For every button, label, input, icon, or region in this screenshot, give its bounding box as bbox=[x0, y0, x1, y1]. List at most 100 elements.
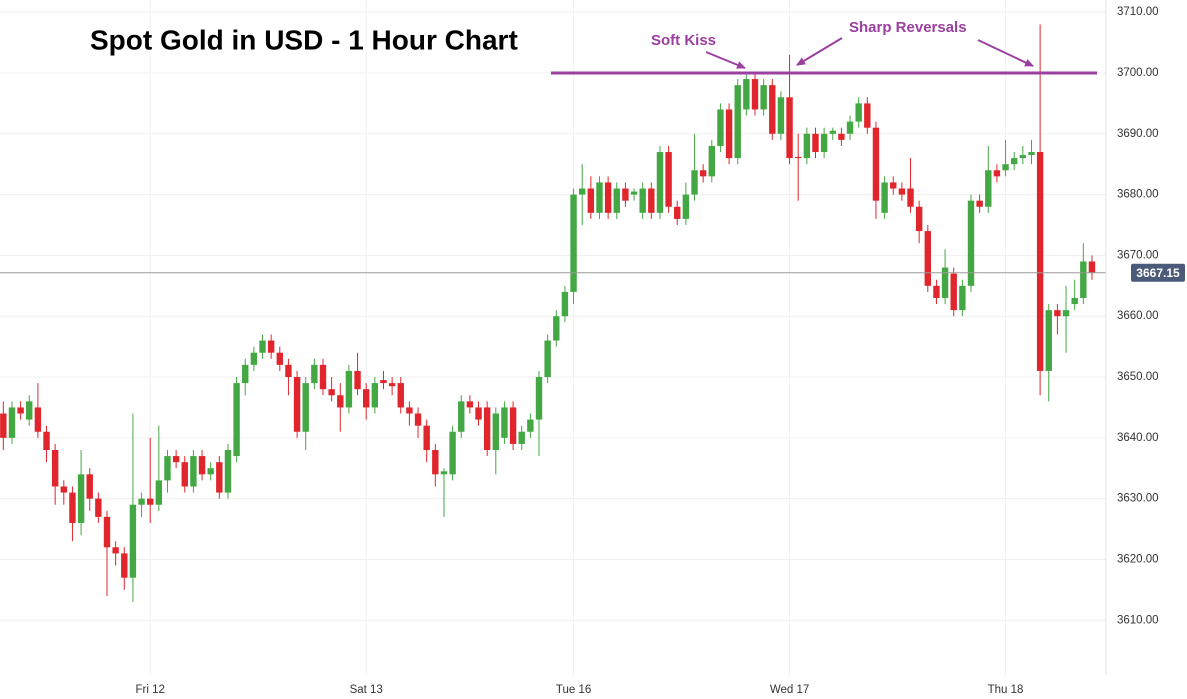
candle-body bbox=[103, 516, 111, 548]
candle-body bbox=[17, 407, 24, 414]
candle-body bbox=[181, 462, 188, 487]
candle-body bbox=[388, 383, 396, 387]
candle-body bbox=[0, 413, 7, 438]
candle-body bbox=[699, 170, 707, 177]
candle-body bbox=[285, 364, 292, 378]
candle-body bbox=[432, 450, 439, 475]
candle-body bbox=[613, 188, 620, 213]
candle-body bbox=[43, 431, 50, 450]
candle-body bbox=[466, 401, 474, 408]
candle-body bbox=[311, 364, 318, 384]
candle-body bbox=[423, 425, 430, 450]
candle-body bbox=[380, 380, 387, 384]
candle-body bbox=[622, 188, 629, 201]
y-tick-label: 3700.00 bbox=[1117, 67, 1159, 79]
candle-body bbox=[449, 431, 456, 475]
candle-body bbox=[60, 486, 67, 493]
candle-body bbox=[708, 145, 715, 177]
candle-body bbox=[985, 170, 992, 207]
candle-body bbox=[881, 182, 888, 213]
x-tick-label: Tue 16 bbox=[556, 684, 591, 696]
candle-body bbox=[890, 182, 897, 189]
candle-body bbox=[630, 191, 638, 195]
candle-body bbox=[34, 407, 42, 432]
candle-body bbox=[233, 383, 240, 457]
x-tick-label: Fri 12 bbox=[135, 684, 164, 696]
candle-body bbox=[734, 85, 741, 159]
candle-body bbox=[1071, 297, 1078, 305]
annotation: Sharp Reversals bbox=[849, 19, 967, 36]
candle-body bbox=[509, 407, 517, 444]
candle-body bbox=[846, 121, 854, 134]
y-tick-label: 3620.00 bbox=[1117, 553, 1159, 565]
candle-body bbox=[656, 152, 664, 213]
candle-body bbox=[121, 553, 128, 578]
candle-body bbox=[458, 401, 465, 432]
candles bbox=[0, 24, 1096, 603]
candle-body bbox=[1054, 310, 1061, 317]
candle-body bbox=[682, 194, 690, 219]
candle-body bbox=[665, 152, 672, 207]
candle-body bbox=[527, 419, 534, 432]
candle-body bbox=[155, 480, 163, 505]
candle-body bbox=[406, 407, 413, 414]
candle-body bbox=[483, 407, 491, 450]
candle-body bbox=[276, 352, 283, 365]
candle-body bbox=[812, 133, 819, 153]
chart-title: Spot Gold in USD - 1 Hour Chart bbox=[90, 24, 518, 55]
candle-body bbox=[760, 85, 767, 110]
candle-body bbox=[242, 364, 249, 384]
candle-body bbox=[86, 474, 93, 499]
overlay: 3667.15 bbox=[0, 71, 1185, 282]
candle-body bbox=[1045, 310, 1052, 371]
candle-body bbox=[1028, 152, 1035, 156]
y-tick-label: 3710.00 bbox=[1117, 6, 1159, 18]
candle-body bbox=[838, 133, 845, 140]
candle-body bbox=[518, 431, 525, 444]
candle-body bbox=[319, 364, 327, 390]
price-label-box bbox=[1131, 263, 1185, 282]
candle-body bbox=[933, 285, 940, 298]
candle-body bbox=[1011, 158, 1018, 165]
candle-body bbox=[397, 383, 404, 408]
candle-body bbox=[138, 498, 145, 505]
candle-body bbox=[328, 389, 335, 396]
candle-body bbox=[190, 456, 197, 487]
candle-body bbox=[224, 450, 232, 493]
x-tick-label: Sat 13 bbox=[350, 684, 383, 696]
candle-body bbox=[345, 370, 353, 408]
candle-body bbox=[172, 456, 180, 463]
candle-body bbox=[51, 450, 59, 487]
y-tick-label: 3640.00 bbox=[1117, 432, 1159, 444]
y-tick-label: 3660.00 bbox=[1117, 310, 1159, 322]
candle-body bbox=[1002, 164, 1009, 171]
candle-body bbox=[1019, 155, 1027, 159]
candle-body bbox=[674, 206, 681, 219]
candle-body bbox=[820, 133, 828, 153]
candle-body bbox=[1088, 261, 1096, 273]
candle-body bbox=[561, 291, 569, 317]
candle-body bbox=[1036, 152, 1044, 371]
candle-body bbox=[596, 182, 603, 213]
candle-body bbox=[915, 206, 923, 232]
candle-body bbox=[95, 498, 102, 517]
candle-body bbox=[267, 340, 275, 353]
candle-body bbox=[164, 456, 171, 481]
candle-body bbox=[440, 471, 448, 475]
grid: 3610.00 3620.00 3630.00 3640.00 3650.00 3660.… bbox=[0, 0, 1159, 696]
candle-body bbox=[795, 156, 802, 159]
y-tick-label: 3670.00 bbox=[1117, 249, 1159, 261]
candle-body bbox=[864, 103, 871, 128]
y-tick-label: 3610.00 bbox=[1117, 614, 1159, 626]
candle-body bbox=[579, 188, 586, 195]
candle-body bbox=[976, 200, 983, 207]
candle-body bbox=[371, 383, 379, 408]
candle-body bbox=[259, 340, 266, 353]
candle-body bbox=[872, 127, 880, 201]
candle-body bbox=[570, 194, 577, 292]
candle-body bbox=[69, 492, 76, 523]
candle-body bbox=[855, 103, 862, 122]
candle-body bbox=[829, 130, 836, 134]
candle-body bbox=[112, 547, 119, 554]
candle-body bbox=[198, 456, 206, 475]
